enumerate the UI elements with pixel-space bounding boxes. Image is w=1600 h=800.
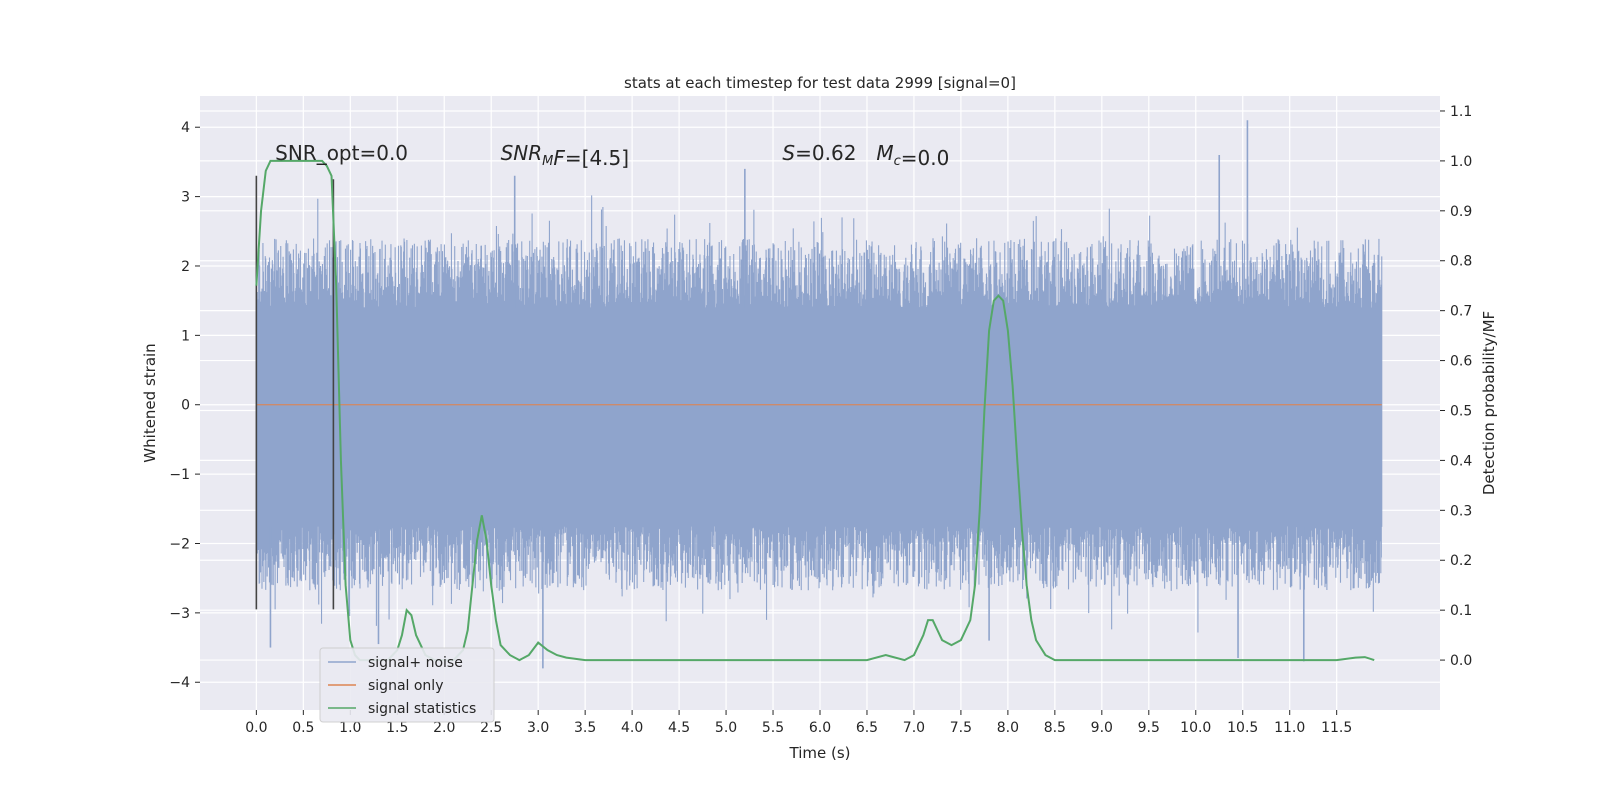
x-tick-label: 7.0 [903,720,925,736]
annotation-text: S=0.62 [782,141,856,165]
y-right-tick-label: 0.9 [1450,204,1472,220]
x-tick-label: 5.5 [762,720,784,736]
x-tick-label: 1.5 [386,720,408,736]
y-right-tick-label: 0.2 [1450,553,1472,569]
x-tick-label: 8.0 [997,720,1019,736]
x-tick-label: 9.5 [1138,720,1160,736]
y-left-tick-label: 0 [181,398,190,414]
chart-title: stats at each timestep for test data 299… [624,74,1016,92]
y-left-axis-ticks: 4 3 2 1 0 −1 −2 −3 −4 [169,120,200,691]
y-right-tick-label: 0.8 [1450,254,1472,270]
x-tick-label: 0.5 [292,720,314,736]
y-right-tick-label: 0.7 [1450,304,1472,320]
x-tick-label: 9.0 [1091,720,1113,736]
annotation-text: SNR_opt=0.0 [275,141,408,165]
y-left-tick-label: −3 [169,606,190,622]
x-tick-label: 0.0 [245,720,267,736]
x-tick-label: 8.5 [1044,720,1066,736]
x-tick-label: 4.0 [621,720,643,736]
signal-statistics-line [255,159,1375,662]
y-right-tick-label: 0.6 [1450,354,1472,370]
y-right-tick-label: 0.3 [1450,503,1472,519]
y-right-tick-label: 0.1 [1450,603,1472,619]
signal-statistics-series [255,159,1375,662]
y-left-tick-label: 4 [181,120,190,136]
y-left-tick-label: −2 [169,536,190,552]
y-right-axis-ticks: 1.1 1.0 0.9 0.8 0.7 0.6 0.5 0.4 0.3 0.2 0.1 0.0 [1440,104,1472,669]
legend: signal+ noise signal only signal statist… [319,647,495,723]
y-left-tick-label: −4 [169,675,190,691]
x-tick-label: 3.0 [527,720,549,736]
legend-label-signal-only: signal only [368,678,443,694]
x-axis-label: Time (s) [789,744,851,762]
y-right-tick-label: 1.1 [1450,104,1472,120]
x-tick-label: 5.0 [715,720,737,736]
y-left-axis-label: Whitened strain [141,343,159,462]
x-tick-label: 4.5 [668,720,690,736]
y-left-tick-label: 2 [181,259,190,275]
x-tick-label: 7.5 [950,720,972,736]
legend-box [319,647,495,723]
legend-label-signal-noise: signal+ noise [368,655,463,671]
x-axis-ticks: 0.0 0.5 1.0 1.5 2.0 2.5 3.0 3.5 4.0 4.5 5.0 5.5 6.0 6… [245,710,1352,736]
vertical-markers [255,175,335,610]
y-right-tick-label: 0.4 [1450,453,1472,469]
annotation-text: Mc=0.0 [876,141,949,170]
y-right-axis-label: Detection probability/MF [1480,311,1498,495]
x-tick-label: 1.0 [339,720,361,736]
y-left-tick-label: 3 [181,190,190,206]
y-right-tick-label: 0.5 [1450,403,1472,419]
x-tick-label: 6.0 [809,720,831,736]
x-tick-label: 6.5 [856,720,878,736]
x-tick-label: 11.0 [1274,720,1305,736]
legend-label-signal-statistics: signal statistics [368,701,476,717]
annotations: SNR_opt=0.0 SNRMF=[4.5] S=0.62 Mc=0.0 [275,141,949,170]
x-tick-label: 2.0 [433,720,455,736]
x-tick-label: 11.5 [1321,720,1352,736]
x-tick-label: 3.5 [574,720,596,736]
x-tick-label: 2.5 [480,720,502,736]
y-left-tick-label: 1 [181,328,190,344]
x-tick-label: 10.5 [1227,720,1258,736]
annotation-text: SNRMF=[4.5] [501,141,629,170]
y-left-tick-label: −1 [169,467,190,483]
x-tick-label: 10.0 [1180,720,1211,736]
signal-noise-series [255,120,1383,669]
y-right-tick-label: 0.0 [1450,653,1472,669]
y-right-tick-label: 1.0 [1450,154,1472,170]
